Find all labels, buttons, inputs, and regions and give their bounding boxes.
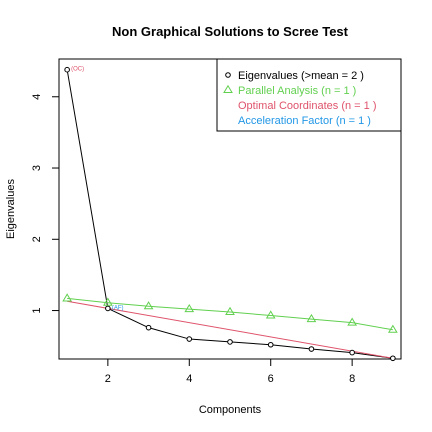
y-tick-label-0: 1 [31, 307, 43, 313]
series-1-point-3 [184, 303, 195, 313]
legend-label-3: Acceleration Factor (n = 1 ) [238, 115, 371, 127]
legend-marker-0 [225, 72, 231, 78]
annotation-1: (AF) [112, 305, 124, 311]
series-1-point-4 [225, 306, 235, 315]
x-axis-label: Components [199, 404, 262, 416]
y-tick-label-3: 4 [31, 94, 43, 100]
legend: Eigenvalues (>mean = 2 ) Parallel Analysi… [216, 58, 402, 132]
series-0-point-5 [267, 341, 274, 348]
series-line-2 [67, 300, 393, 359]
series-0-point-4 [227, 339, 233, 345]
series-0-point-3 [186, 336, 193, 342]
x-tick-label-3: 8 [349, 373, 355, 385]
y-tick-label-2: 3 [31, 165, 43, 171]
series-0-point-1 [105, 305, 111, 312]
axes: 2 4 6 8 1 2 3 4 [31, 94, 355, 385]
x-tick-label-1: 4 [186, 373, 192, 385]
legend-label-1: Parallel Analysis (n = 1 ) [238, 85, 356, 97]
x-tick-label-2: 6 [268, 373, 274, 385]
legend-box [216, 58, 402, 132]
series-1-point-5 [265, 310, 276, 319]
x-tick-label-0: 2 [105, 373, 111, 385]
series-0-point-0 [64, 66, 70, 73]
legend-label-2: Optimal Coordinates (n = 1 ) [238, 100, 376, 112]
series-1-point-1 [102, 297, 113, 306]
series-1-point-2 [143, 301, 154, 310]
series-line-1 [67, 297, 393, 331]
series-1-point-8 [387, 324, 398, 333]
legend-label-0: Eigenvalues (>mean = 2 ) [238, 70, 364, 82]
series-1-point-7 [347, 317, 358, 326]
y-tick-label-1: 2 [31, 236, 43, 242]
series-1-point-6 [306, 313, 317, 323]
y-axis-label: Eigenvalues [5, 179, 17, 239]
series-0-point-8 [390, 355, 396, 362]
series-0-point-7 [349, 349, 355, 356]
annotation-0: (OC) [71, 67, 84, 73]
series-1-point-0 [62, 293, 73, 302]
series-0-point-2 [145, 324, 152, 331]
series-0-point-6 [308, 346, 315, 352]
plot-marks: (OC) (AF) [62, 66, 398, 362]
chart-title: Non Graphical Solutions to Scree Test [112, 24, 349, 39]
legend-marker-1 [223, 84, 233, 94]
